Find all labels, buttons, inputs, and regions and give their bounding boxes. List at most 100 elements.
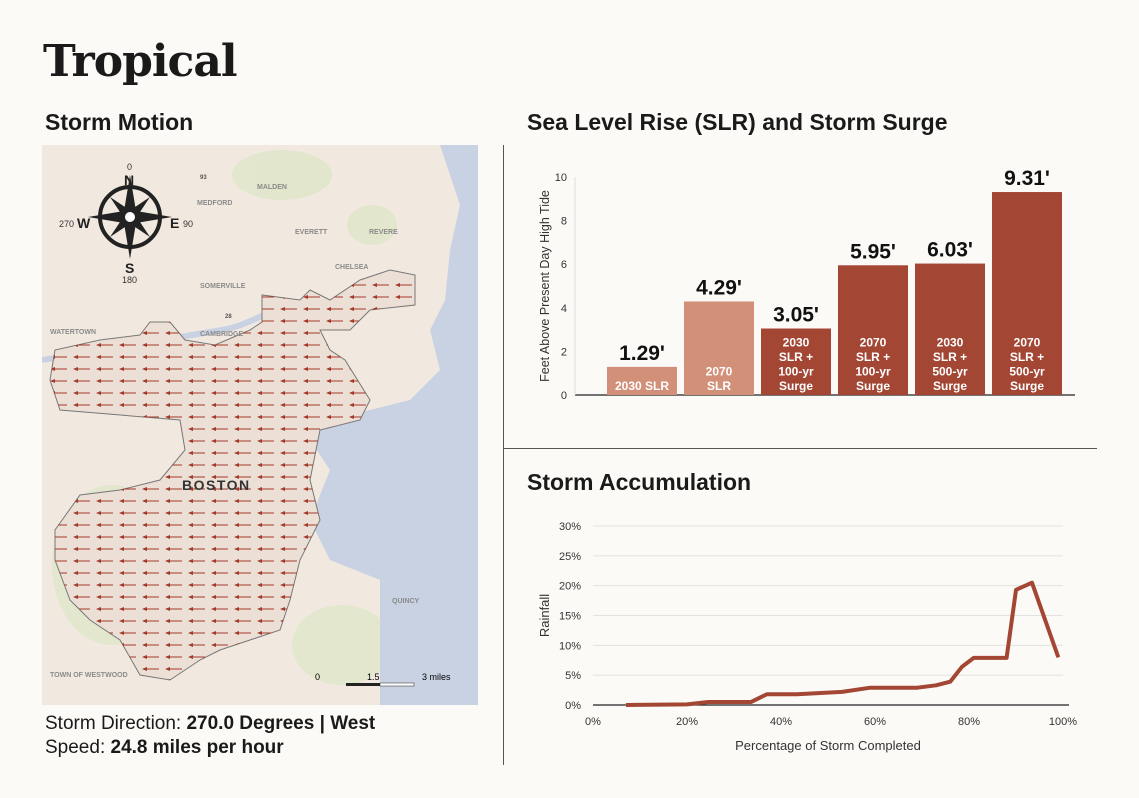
wind-arrow (96, 595, 113, 599)
map-label: SOMERVILLE (200, 283, 246, 290)
wind-arrow (211, 619, 228, 623)
wind-arrow (303, 355, 320, 359)
bar-value-label: 6.03' (927, 239, 973, 262)
wind-arrow (211, 439, 228, 443)
wind-arrow (142, 487, 159, 491)
compass-s: S (125, 260, 134, 276)
wind-arrow (188, 367, 205, 371)
wind-arrow (349, 295, 366, 299)
bar-y-tick: 4 (561, 303, 567, 315)
wind-arrow (257, 559, 274, 563)
wind-arrow (73, 355, 90, 359)
wind-arrow (280, 475, 297, 479)
wind-arrow (188, 403, 205, 407)
wind-arrow (96, 499, 113, 503)
compass-w: W (77, 215, 91, 231)
wind-arrow (257, 487, 274, 491)
bar-value-label: 5.95' (850, 240, 896, 263)
wind-arrow (280, 499, 297, 503)
wind-arrow (211, 547, 228, 551)
wind-arrow (119, 511, 136, 515)
wind-arrow (188, 607, 205, 611)
wind-arrow (96, 559, 113, 563)
wind-arrow (257, 535, 274, 539)
wind-arrow (96, 571, 113, 575)
rainfall-point (961, 666, 963, 668)
wind-arrow (165, 583, 182, 587)
wind-arrow (188, 391, 205, 395)
map-label: MALDEN (257, 184, 287, 191)
wind-arrow (188, 463, 205, 467)
storm-speed: Speed: 24.8 miles per hour (45, 737, 284, 759)
wind-arrow (303, 367, 320, 371)
rainfall-point (916, 687, 918, 689)
rainfall-point (841, 691, 843, 693)
line-x-tick: 0% (585, 716, 601, 728)
bar-value-label: 3.05' (773, 304, 819, 327)
wind-arrow (96, 391, 113, 395)
wind-arrow (142, 379, 159, 383)
rainfall-line (625, 580, 1061, 707)
line-x-tick: 20% (676, 716, 698, 728)
wind-arrow (73, 547, 90, 551)
wind-arrow (280, 463, 297, 467)
wind-arrow (234, 463, 251, 467)
wind-arrow (188, 643, 205, 647)
wind-arrow (234, 619, 251, 623)
compass-e-deg: 90 (183, 219, 193, 229)
line-y-tick: 20% (559, 581, 581, 593)
bar-y-tick: 0 (561, 390, 567, 402)
wind-arrow (96, 583, 113, 587)
bar-category-label: SLR + (856, 350, 890, 364)
wind-arrow (96, 355, 113, 359)
bar-value-label: 9.31' (1004, 167, 1050, 190)
wind-arrow (50, 379, 67, 383)
bar-y-label: Feet Above Present Day High Tide (538, 190, 552, 382)
wind-arrow (188, 523, 205, 527)
wind-arrow (211, 487, 228, 491)
wind-arrow (119, 571, 136, 575)
wind-arrow (211, 595, 228, 599)
bar (915, 263, 985, 395)
wind-arrow (326, 319, 343, 323)
rainfall-point (686, 703, 688, 705)
wind-arrow (188, 511, 205, 515)
speed-value: 24.8 miles per hour (110, 737, 284, 758)
rainfall-point (949, 681, 951, 683)
rainfall-point (1031, 582, 1033, 584)
wind-arrow (257, 415, 274, 419)
line-y-tick: 15% (559, 611, 581, 623)
wind-arrow (326, 403, 343, 407)
bar-category-label: SLR (707, 379, 731, 393)
wind-arrow (73, 379, 90, 383)
wind-arrow (165, 475, 182, 479)
line-y-tick: 5% (565, 670, 581, 682)
bar-category-label: 100-yr (855, 365, 891, 379)
bar (838, 265, 908, 395)
wind-arrow (142, 607, 159, 611)
scale-bar: 0 1.5 3 miles (315, 672, 451, 687)
wind-arrow (142, 367, 159, 371)
wind-arrow (119, 607, 136, 611)
wind-arrow (257, 379, 274, 383)
wind-arrow (142, 547, 159, 551)
wind-arrow (119, 379, 136, 383)
bar-value-label: 1.29' (619, 342, 665, 365)
compass-s-deg: 180 (122, 275, 137, 285)
wind-arrow (188, 631, 205, 635)
wind-arrow (73, 511, 90, 515)
direction-value: 270.0 Degrees (186, 713, 315, 734)
rainfall-point (1006, 657, 1008, 659)
wind-arrow (280, 331, 297, 335)
compass-n: N (124, 172, 134, 188)
wind-arrow (257, 355, 274, 359)
wind-arrow (73, 571, 90, 575)
wind-arrow (165, 511, 182, 515)
wind-arrow (211, 451, 228, 455)
wind-arrow (165, 571, 182, 575)
separator: | (314, 713, 331, 734)
divider-vertical (503, 145, 504, 765)
wind-arrow (188, 451, 205, 455)
wind-arrow (280, 571, 297, 575)
